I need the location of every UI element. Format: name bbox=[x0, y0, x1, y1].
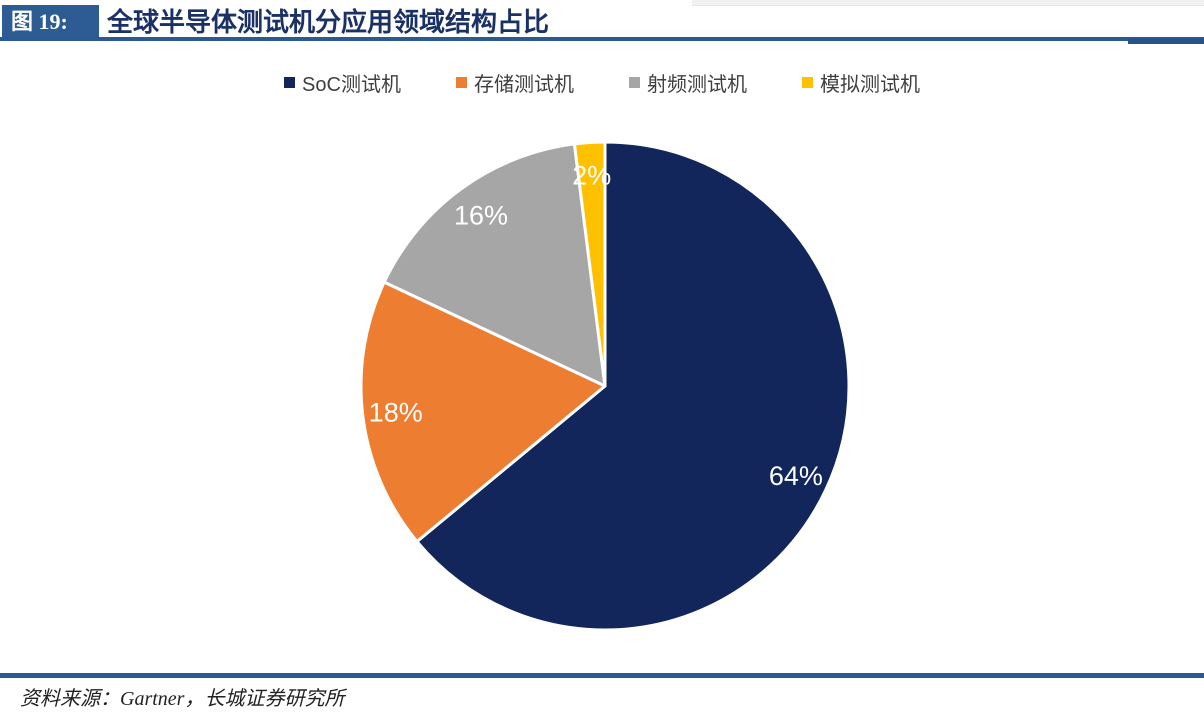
legend-item: SoC测试机 bbox=[284, 68, 401, 97]
pie-data-label-1: 18% bbox=[369, 397, 423, 427]
legend-item: 射频测试机 bbox=[628, 68, 747, 97]
legend-label: 存储测试机 bbox=[473, 73, 574, 96]
page-edge-strip bbox=[692, 0, 1204, 6]
source-note: 资料来源：Gartner，长城证券研究所 bbox=[20, 688, 345, 710]
legend-item: 模拟测试机 bbox=[801, 68, 920, 97]
pie-slice-2 bbox=[382, 142, 607, 388]
pie-data-label-0: 64% bbox=[769, 461, 823, 491]
legend-swatch-icon bbox=[801, 76, 813, 88]
legend-swatch-icon bbox=[284, 76, 296, 88]
pie-data-label-2: 16% bbox=[454, 200, 508, 230]
figure-number-badge: 图 19: bbox=[2, 5, 99, 39]
legend-label: 射频测试机 bbox=[646, 73, 747, 96]
legend-swatch-icon bbox=[455, 76, 467, 88]
legend-label: SoC测试机 bbox=[302, 73, 401, 96]
chart-legend: SoC测试机 存储测试机 射频测试机 模拟测试机 bbox=[0, 68, 1204, 96]
pie-slice-1 bbox=[359, 280, 607, 544]
pie-data-label-3: 2% bbox=[572, 160, 611, 190]
header-rule-right-segment bbox=[1128, 39, 1204, 44]
legend-swatch-icon bbox=[628, 76, 640, 88]
legend-item: 存储测试机 bbox=[455, 68, 574, 97]
footer-rule bbox=[0, 673, 1204, 678]
figure-title: 全球半导体测试机分应用领域结构占比 bbox=[107, 7, 550, 37]
header-rule bbox=[0, 37, 1204, 41]
figure-number-label: 图 19: bbox=[11, 9, 68, 34]
legend-label: 模拟测试机 bbox=[819, 73, 920, 96]
pie-slice-3 bbox=[572, 140, 607, 388]
pie-slice-0 bbox=[415, 140, 851, 632]
